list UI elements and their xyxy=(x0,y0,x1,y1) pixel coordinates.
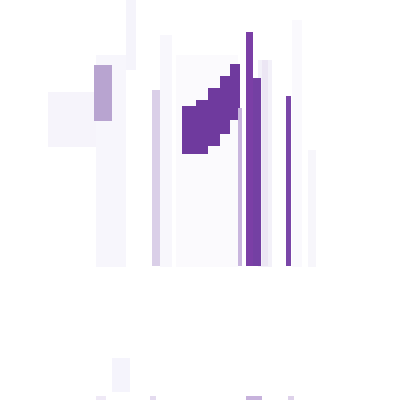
right-vertical-bar xyxy=(286,96,291,266)
background-wash xyxy=(160,35,172,267)
thin-vertical-bar xyxy=(238,108,242,266)
pale-vertical-bar xyxy=(262,60,268,266)
background-wash xyxy=(308,150,316,267)
bottom-edge-mark xyxy=(288,396,294,400)
pale-vertical-bar xyxy=(152,90,160,266)
main-vertical-bar xyxy=(246,32,253,266)
bottom-edge-mark xyxy=(96,396,106,400)
main-vertical-bar xyxy=(253,78,261,266)
bottom-edge-mark xyxy=(150,396,156,400)
background-wash xyxy=(112,358,130,392)
background-wash xyxy=(292,20,302,267)
background-wash xyxy=(48,92,96,147)
bottom-edge-mark xyxy=(246,396,262,400)
lilac-block xyxy=(94,65,112,121)
background-wash xyxy=(126,0,136,70)
flag-shape-segment xyxy=(230,64,240,108)
